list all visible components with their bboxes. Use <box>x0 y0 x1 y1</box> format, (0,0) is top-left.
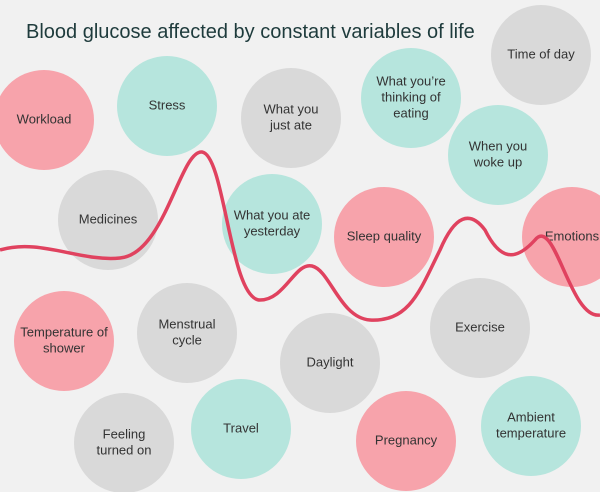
bubble-label: just ate <box>269 117 312 132</box>
bubble-label: turned on <box>97 442 152 457</box>
bubble-label: woke up <box>473 154 522 169</box>
bubble <box>280 313 380 413</box>
bubble-label: What you ate <box>234 207 311 222</box>
bubble <box>14 291 114 391</box>
bubble-label: temperature <box>496 425 566 440</box>
bubble-label: Feeling <box>103 426 146 441</box>
bubble <box>334 187 434 287</box>
bubble-label: Travel <box>223 420 259 435</box>
bubble <box>481 376 581 476</box>
bubble-label: Daylight <box>307 354 354 369</box>
bubble-label: Time of day <box>507 46 575 61</box>
bubble-label: eating <box>393 105 428 120</box>
title: Blood glucose affected by constant varia… <box>26 21 475 43</box>
bubble-label: Emotions <box>545 228 600 243</box>
bubble-label: Exercise <box>455 319 505 334</box>
bubble <box>448 105 548 205</box>
bubble-label: Temperature of <box>20 324 108 339</box>
bubble <box>522 187 600 287</box>
bubble <box>117 56 217 156</box>
bubble <box>137 283 237 383</box>
bubble <box>74 393 174 492</box>
bubble-label: cycle <box>172 332 202 347</box>
bubble <box>356 391 456 491</box>
bubble <box>491 5 591 105</box>
bubble-label: Medicines <box>79 211 138 226</box>
bubble <box>361 48 461 148</box>
bubble-label: Menstrual <box>158 316 215 331</box>
bubble-label: shower <box>43 340 86 355</box>
bubble-label: What you’re <box>376 73 445 88</box>
bubble <box>222 174 322 274</box>
bubble-label: When you <box>469 138 528 153</box>
bubble-label: What you <box>264 101 319 116</box>
bubble-label: Pregnancy <box>375 432 438 447</box>
bubble-label: yesterday <box>244 223 301 238</box>
bubble <box>191 379 291 479</box>
bubble-label: thinking of <box>381 89 441 104</box>
bubble <box>0 70 94 170</box>
glucose-curve <box>0 150 600 322</box>
bubble <box>241 68 341 168</box>
bubble-label: Stress <box>149 97 186 112</box>
bubble <box>58 170 158 270</box>
bubble-label: Ambient <box>507 409 555 424</box>
bubble-label: Sleep quality <box>347 228 422 243</box>
bubble-label: Workload <box>17 111 72 126</box>
bubble <box>430 278 530 378</box>
